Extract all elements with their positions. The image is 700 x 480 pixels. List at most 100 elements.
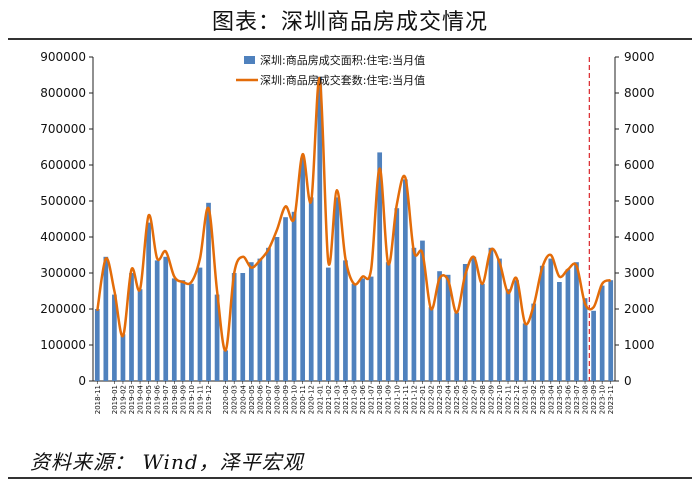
bar — [437, 271, 442, 381]
chart-title: 图表：深圳商品房成交情况 — [211, 10, 488, 35]
bar — [531, 303, 537, 381]
bar — [308, 197, 314, 381]
y-right-tick-label: 2000 — [624, 302, 655, 316]
x-tick-label: 2019-06 — [154, 384, 162, 414]
x-tick-label: 2021-08 — [376, 385, 384, 414]
bar — [94, 309, 100, 381]
bar — [214, 294, 220, 381]
x-tick-label: 2020-07 — [265, 385, 273, 414]
bar — [129, 273, 134, 381]
bar-series — [94, 76, 614, 382]
y-right-tick-label: 5000 — [624, 194, 655, 208]
bar — [411, 247, 417, 381]
bar — [137, 289, 143, 381]
x-tick-label: 2021-09 — [385, 385, 393, 414]
bar — [548, 258, 554, 381]
chart: 0 100000 200000 300000 400000 500000 600000 700… — [40, 50, 654, 414]
x-tick-label: 2023-08 — [582, 385, 590, 414]
x-tick-label: 2023-06 — [564, 384, 572, 414]
x-tick-label: 2022-04 — [445, 384, 453, 414]
x-tick-label: 2021-04 — [342, 384, 350, 414]
y-right-tick-label: 7000 — [624, 122, 655, 136]
x-tick-label: 2021-01 — [316, 385, 324, 414]
line-path — [96, 77, 612, 352]
bar — [343, 260, 348, 381]
x-tick-label: 2020-02 — [222, 385, 230, 414]
x-tick-label: 2019-07 — [162, 385, 170, 414]
bar — [402, 179, 408, 381]
x-tick-label: 2020-09 — [282, 385, 290, 414]
x-tick-label: 2019-05 — [145, 385, 153, 414]
bar — [231, 273, 237, 381]
y-right-tick-label: 9000 — [624, 50, 655, 64]
bar — [112, 294, 117, 381]
bar — [454, 312, 460, 381]
title-divider — [8, 38, 692, 40]
bar — [462, 264, 468, 381]
x-tick-label: 2019-08 — [171, 385, 179, 414]
y-right-tick-label: 1000 — [624, 338, 655, 352]
bar — [420, 240, 425, 381]
bar — [189, 283, 194, 381]
bar — [480, 283, 485, 381]
bar — [351, 283, 357, 381]
x-tick-label: 2022-11 — [505, 385, 513, 414]
legend-label-area: 深圳:商品房成交面积:住宅:当月值 — [260, 53, 425, 67]
bar — [197, 267, 203, 381]
bar — [608, 280, 614, 381]
bar — [283, 217, 288, 381]
bottom-divider — [8, 477, 692, 479]
y-left-tick-label: 0 — [78, 374, 86, 388]
bar — [317, 76, 323, 382]
y-left-tick-label: 200000 — [40, 302, 86, 316]
x-tick-label: 2019-01 — [111, 385, 119, 414]
y-left-tick-label: 900000 — [40, 50, 86, 64]
bar — [471, 256, 477, 381]
x-tick-label: 2019-02 — [119, 385, 127, 414]
bar — [497, 258, 502, 381]
y-right-tick-label: 8000 — [624, 86, 655, 100]
x-tick-label: 2019-10 — [188, 385, 196, 414]
x-tick-label: 2023-09 — [590, 385, 598, 414]
bar — [505, 289, 511, 381]
x-tick-label: 2020-10 — [291, 385, 299, 414]
bar — [266, 247, 271, 381]
bar — [394, 208, 400, 381]
x-tick-label: 2019-11 — [196, 385, 204, 414]
bar — [599, 285, 605, 381]
line-series — [96, 77, 612, 352]
bar — [240, 273, 246, 381]
bar — [368, 276, 374, 381]
x-tick-label: 2020-03 — [231, 385, 239, 414]
y-right-tick-label: 0 — [624, 374, 632, 388]
x-tick-label: 2023-05 — [556, 385, 564, 414]
chart-axes: 0 100000 200000 300000 400000 500000 600000 700… — [40, 50, 654, 414]
x-tick-label: 2022-09 — [487, 385, 495, 414]
x-tick-label: 2022-03 — [436, 385, 444, 414]
x-tick-label: 2020-04 — [239, 384, 247, 414]
bar — [574, 262, 579, 381]
legend-swatch-area — [244, 56, 255, 64]
x-tick-label: 2022-02 — [428, 385, 436, 414]
bar — [557, 282, 562, 381]
y-right-tick-label: 6000 — [624, 158, 655, 172]
bar — [377, 152, 383, 381]
x-tick-label: 2019-04 — [137, 384, 145, 414]
x-tick-label: 2022-08 — [479, 385, 487, 414]
bar — [514, 280, 519, 381]
bar — [180, 280, 186, 381]
y-left-tick-label: 700000 — [40, 122, 86, 136]
x-tick-label: 2022-01 — [419, 385, 427, 414]
x-tick-label: 2018-11 — [94, 385, 102, 414]
bar — [103, 256, 109, 381]
x-tick-label: 2020-12 — [308, 385, 316, 414]
bar — [488, 247, 494, 381]
x-tick-label: 2021-06 — [359, 384, 367, 414]
y-right-tick-label: 3000 — [624, 266, 655, 280]
x-tick-label: 2022-07 — [470, 385, 478, 414]
x-tick-label: 2020-05 — [248, 385, 256, 414]
bar — [223, 350, 228, 381]
x-tick-label: 2023-10 — [599, 385, 607, 414]
bar — [120, 334, 126, 381]
x-tick-label: 2019-12 — [205, 385, 213, 414]
